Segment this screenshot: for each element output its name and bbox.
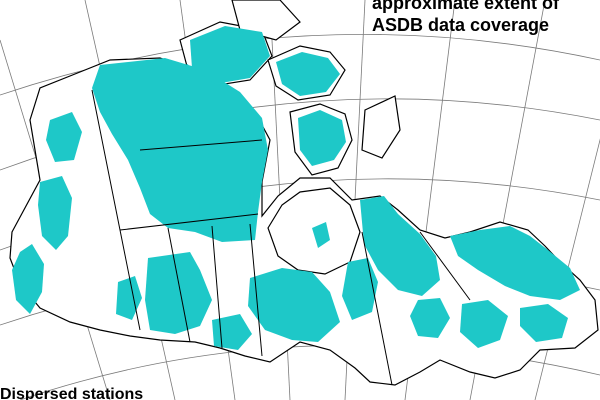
province-border (119, 213, 259, 231)
coverage-region (450, 226, 580, 300)
coverage-region (360, 196, 440, 296)
coverage-region (12, 244, 44, 314)
province-border (167, 227, 191, 343)
coverage-region (190, 26, 270, 84)
coverage-region (145, 252, 212, 334)
coverage-region (460, 300, 508, 348)
map-title-line1: approximate extent of (372, 0, 560, 13)
coverage-region (38, 176, 72, 250)
coverage-region (342, 258, 378, 320)
province-border (139, 139, 263, 151)
coverage-region (276, 52, 340, 96)
bottom-note: Dispersed stations (0, 386, 144, 400)
arctic-island (361, 95, 401, 159)
province-border (419, 231, 471, 301)
coverage-region (212, 314, 252, 350)
map-title: approximate extent of ASDB data coverage (372, 0, 598, 36)
coverage-region (92, 58, 268, 242)
coverage-region (410, 298, 450, 338)
coverage-region (248, 268, 340, 342)
map-title-line2: ASDB data coverage (372, 15, 550, 35)
coverage-region (46, 112, 82, 162)
province-borders (91, 89, 471, 386)
province-border (361, 231, 393, 386)
province-border (211, 225, 223, 349)
coverage-region (312, 222, 330, 248)
coverage-region (520, 304, 568, 342)
coverage-region (175, 64, 192, 88)
coverage-region (298, 110, 346, 166)
province-border (249, 223, 263, 357)
coverage-regions (12, 26, 580, 350)
